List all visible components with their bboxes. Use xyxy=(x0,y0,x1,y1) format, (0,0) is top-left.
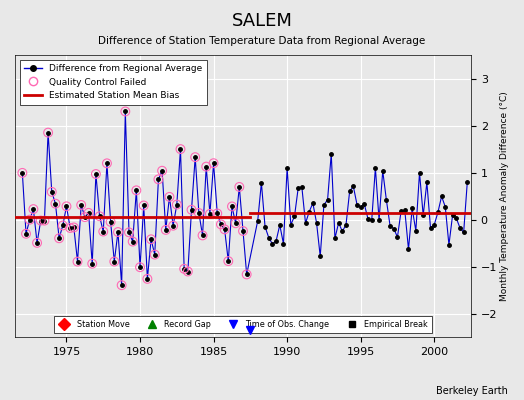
Point xyxy=(40,218,49,224)
Point xyxy=(161,227,170,233)
Point xyxy=(55,235,63,242)
Point xyxy=(77,202,85,208)
Point xyxy=(217,221,225,228)
Y-axis label: Monthly Temperature Anomaly Difference (°C): Monthly Temperature Anomaly Difference (… xyxy=(500,91,509,301)
Point xyxy=(110,258,118,265)
Point xyxy=(136,264,144,270)
Point xyxy=(59,222,67,229)
Point xyxy=(183,268,192,275)
Point xyxy=(232,220,240,226)
Point xyxy=(48,189,56,195)
Point xyxy=(84,210,93,216)
Point xyxy=(195,210,203,216)
Point xyxy=(33,240,41,246)
Point xyxy=(81,214,89,220)
Point xyxy=(224,258,233,264)
Legend: Station Move, Record Gap, Time of Obs. Change, Empirical Break: Station Move, Record Gap, Time of Obs. C… xyxy=(54,316,432,333)
Point xyxy=(132,187,140,194)
Point xyxy=(44,130,52,136)
Point xyxy=(169,222,177,229)
Point xyxy=(66,225,74,231)
Point xyxy=(121,108,129,115)
Text: Berkeley Earth: Berkeley Earth xyxy=(436,386,508,396)
Point xyxy=(228,203,236,210)
Point xyxy=(92,171,100,177)
Point xyxy=(150,251,159,258)
Point xyxy=(88,260,96,267)
Point xyxy=(37,217,45,224)
Point xyxy=(117,282,126,288)
Point xyxy=(99,228,107,235)
Point xyxy=(128,238,137,245)
Point xyxy=(114,229,122,235)
Point xyxy=(103,160,111,166)
Point xyxy=(18,170,27,176)
Point xyxy=(158,168,166,174)
Point xyxy=(180,266,188,272)
Point xyxy=(191,154,200,160)
Point xyxy=(213,210,222,217)
Text: Difference of Station Temperature Data from Regional Average: Difference of Station Temperature Data f… xyxy=(99,36,425,46)
Point xyxy=(29,206,38,212)
Point xyxy=(187,206,195,213)
Point xyxy=(26,216,34,223)
Point xyxy=(206,211,214,217)
Point xyxy=(62,203,71,210)
Point xyxy=(165,194,173,200)
Point xyxy=(147,236,155,242)
Point xyxy=(243,271,251,278)
Point xyxy=(143,276,151,282)
Point xyxy=(139,202,148,209)
Point xyxy=(154,176,162,182)
Point xyxy=(239,228,247,234)
Point xyxy=(172,201,181,208)
Point xyxy=(106,219,115,225)
Point xyxy=(235,184,244,190)
Point xyxy=(70,224,78,231)
Point xyxy=(210,160,218,166)
Point xyxy=(95,213,104,220)
Point xyxy=(51,200,60,207)
Point xyxy=(199,232,207,239)
Point xyxy=(73,258,82,265)
Point xyxy=(22,230,30,237)
Point xyxy=(221,226,229,232)
Point xyxy=(125,229,133,236)
Text: SALEM: SALEM xyxy=(232,12,292,30)
Point xyxy=(202,164,211,170)
Point xyxy=(176,146,184,152)
